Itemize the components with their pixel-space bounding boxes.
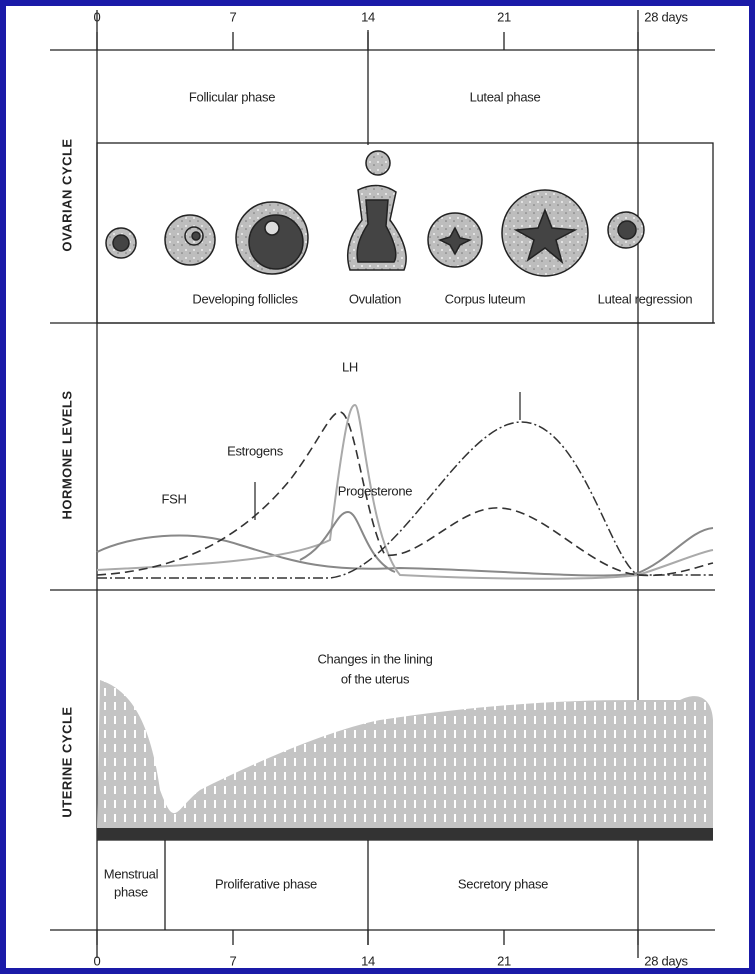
hormone-label: FSH [161, 491, 186, 506]
top-tick-label: 21 [497, 9, 511, 24]
uterine-phase: Secretory phase [458, 876, 548, 891]
top-tick-label: 7 [230, 9, 237, 24]
hormone-label: Progesterone [338, 483, 413, 498]
stage-label: Corpus luteum [445, 291, 526, 306]
bottom-tick-label: 0 [94, 953, 101, 968]
row-label: OVARIAN CYCLE [59, 138, 74, 251]
bottom-tick-label: 28 days [644, 953, 688, 968]
row-label: UTERINE CYCLE [59, 706, 74, 817]
stage-label: Ovulation [349, 291, 401, 306]
bottom-tick-label: 7 [230, 953, 237, 968]
uterine-caption: of the uterus [341, 671, 410, 686]
uterine-phase: Proliferative phase [215, 876, 317, 891]
top-tick-label: 14 [361, 9, 375, 24]
ovarian-phase: Luteal phase [470, 89, 541, 104]
top-tick-label: 0 [94, 9, 101, 24]
bottom-tick-label: 14 [361, 953, 375, 968]
menstrual-phase: Menstrual [104, 866, 159, 881]
top-tick-label: 28 days [644, 9, 688, 24]
ovarian-box [96, 142, 714, 324]
stage-label: Developing follicles [192, 291, 298, 306]
stage-label: Luteal regression [598, 291, 693, 306]
hormone-label: Estrogens [227, 443, 284, 458]
bottom-tick-label: 21 [497, 953, 511, 968]
menstrual-phase: phase [114, 884, 148, 899]
uterine-lining [97, 680, 713, 840]
hormone-curves [96, 392, 714, 580]
ovarian-phase: Follicular phase [189, 89, 275, 104]
hormone-label: LH [342, 359, 358, 374]
follicles [105, 150, 645, 277]
uterine-caption: Changes in the lining [317, 651, 432, 666]
row-label: HORMONE LEVELS [59, 390, 74, 519]
